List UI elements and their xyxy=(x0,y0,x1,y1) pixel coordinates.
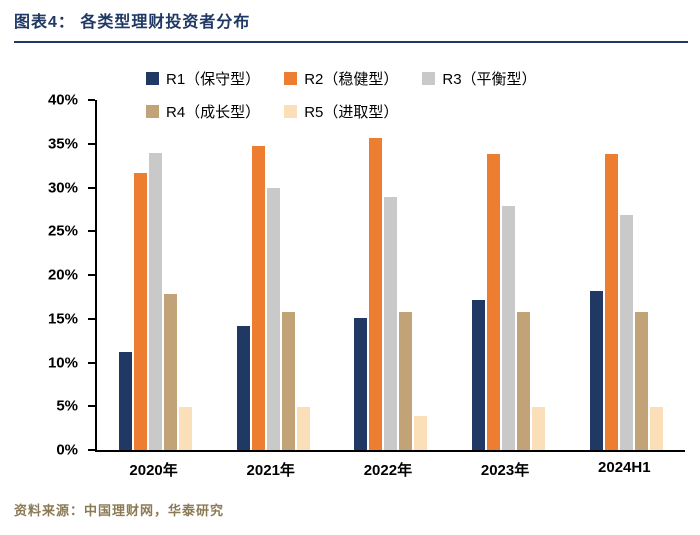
bar xyxy=(532,407,546,450)
legend-label: R5（进取型） xyxy=(304,104,399,121)
bar-group xyxy=(119,100,193,450)
chart-title: 图表4： 各类型理财投资者分布 xyxy=(14,14,251,31)
bar-group xyxy=(589,100,663,450)
bar xyxy=(179,407,193,450)
bar xyxy=(236,325,250,450)
y-tick-mark xyxy=(88,274,95,276)
x-axis-label: 2020年 xyxy=(129,462,178,479)
legend: R1（保守型） R2（稳健型） R3（平衡型） R4（成长型） R5（进取型） xyxy=(146,68,582,122)
y-tick-mark xyxy=(88,317,95,320)
bar xyxy=(134,172,148,450)
y-tick-label: 30% xyxy=(47,179,78,196)
legend-item: R4（成长型） xyxy=(146,101,260,122)
y-axis-labels: 0% 5% 10% 15% 20% 25% 30% 35% 40% xyxy=(0,93,88,458)
legend-item: R1（保守型） xyxy=(146,68,260,89)
y-tick-label: 35% xyxy=(47,135,78,153)
bar xyxy=(487,154,501,450)
bar xyxy=(472,299,486,450)
legend-swatch xyxy=(284,72,298,85)
legend-item: R2（稳健型） xyxy=(284,68,398,89)
legend-swatch xyxy=(146,105,159,118)
y-tick-mark xyxy=(88,186,95,189)
legend-label: R3（平衡型） xyxy=(442,71,537,88)
bar xyxy=(266,188,280,450)
x-axis-labels: 2020年 2021年 2022年 2023年 2024H1 xyxy=(95,459,685,480)
y-tick-mark xyxy=(88,230,95,233)
y-tick-mark xyxy=(88,361,95,364)
legend-swatch xyxy=(422,72,436,85)
x-axis-label: 2021年 xyxy=(246,462,295,479)
y-tick-label: 10% xyxy=(47,354,78,371)
bar xyxy=(281,311,295,450)
y-tick-label: 0% xyxy=(56,441,78,459)
legend-item: R3（平衡型） xyxy=(422,68,537,89)
bar xyxy=(502,205,516,450)
legend-swatch xyxy=(146,72,159,85)
x-axis-label: 2024H1 xyxy=(598,459,651,476)
y-tick-label: 40% xyxy=(47,91,78,109)
bar xyxy=(369,137,383,450)
y-tick-label: 5% xyxy=(56,397,78,415)
x-axis-label: 2023年 xyxy=(480,462,530,479)
bar-group xyxy=(472,100,546,450)
y-tick-mark xyxy=(88,99,95,101)
bar xyxy=(149,153,163,450)
plot-area xyxy=(88,99,685,452)
bar xyxy=(354,317,368,450)
legend-label: R1（保守型） xyxy=(166,71,261,88)
bar xyxy=(634,311,648,450)
bar xyxy=(619,214,633,450)
bar xyxy=(399,311,413,450)
legend-label: R4（成长型） xyxy=(166,104,261,121)
bar-group xyxy=(354,100,428,450)
legend-swatch xyxy=(284,105,298,118)
bar xyxy=(119,352,133,450)
bar xyxy=(517,311,531,450)
bar xyxy=(649,407,663,450)
y-tick-mark xyxy=(88,142,95,145)
y-tick-label: 15% xyxy=(47,310,78,328)
legend-label: R2（稳健型） xyxy=(304,71,399,88)
bar xyxy=(164,294,178,450)
bar xyxy=(414,415,428,450)
chart-header: 图表4： 各类型理财投资者分布 xyxy=(14,8,688,43)
legend-item: R5（进取型） xyxy=(284,101,398,122)
bar xyxy=(296,407,310,450)
x-axis-label: 2022年 xyxy=(363,462,413,479)
y-tick-label: 25% xyxy=(47,222,78,240)
bar xyxy=(604,154,618,450)
bar xyxy=(384,197,398,450)
y-tick-label: 20% xyxy=(47,266,78,284)
y-tick-mark xyxy=(88,449,95,451)
source-note: 资料来源：中国理财网，华泰研究 xyxy=(14,503,225,518)
bar xyxy=(589,290,603,450)
bar-group xyxy=(236,100,310,450)
bar xyxy=(251,145,265,450)
y-tick-mark xyxy=(88,405,95,408)
